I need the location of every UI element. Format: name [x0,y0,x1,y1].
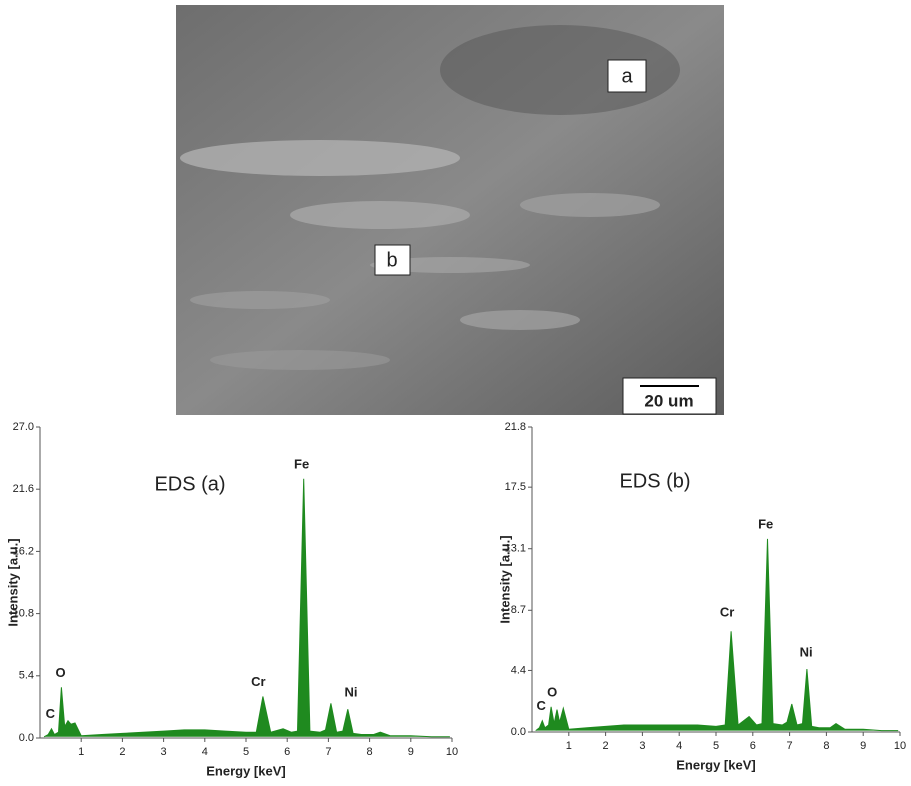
x-tick-label: 5 [713,740,719,752]
y-axis-label: Intensity [a.u.] [5,538,20,626]
y-tick-label: 17.5 [505,481,526,493]
y-tick-label: 21.6 [13,483,34,495]
x-tick-label: 8 [367,746,373,758]
peak-label: Fe [758,516,773,531]
peak-label: C [46,706,56,721]
x-tick-label: 1 [566,740,572,752]
y-tick-label: 4.4 [511,664,526,676]
x-tick-label: 2 [119,746,125,758]
y-tick-label: 5.4 [19,670,34,682]
chart-title: EDS (a) [154,473,225,495]
scale-bar-label: 20 um [644,391,693,410]
x-axis-label: Energy [keV] [676,757,755,772]
spectrum [44,479,450,737]
x-tick-label: 10 [894,740,906,752]
chart-title: EDS (b) [619,470,690,492]
peak-label: Ni [345,685,358,700]
peak-label: Cr [720,605,734,620]
x-tick-label: 2 [603,740,609,752]
y-axis-label: Intensity [a.u.] [497,535,512,623]
peak-label: O [56,665,66,680]
x-tick-label: 10 [446,746,458,758]
region-label: b [386,249,397,271]
x-tick-label: 5 [243,746,249,758]
peak-label: C [537,698,547,713]
x-tick-label: 1 [78,746,84,758]
x-tick-label: 3 [639,740,645,752]
peak-label: Ni [800,644,813,659]
x-tick-label: 9 [860,740,866,752]
peak-label: Fe [294,456,309,471]
y-tick-label: 0.0 [19,732,34,744]
figure-canvas: a b 20 um 0.05.410.816.221.627.012345678… [0,0,911,786]
spectrum [536,539,899,731]
x-tick-label: 7 [325,746,331,758]
y-tick-label: 8.7 [511,604,526,616]
region-label: a [621,65,633,87]
x-tick-label: 6 [750,740,756,752]
y-tick-label: 0.0 [511,726,526,738]
x-tick-label: 4 [676,740,682,752]
figure: a b 20 um 0.05.410.816.221.627.012345678… [0,0,911,786]
x-tick-label: 3 [161,746,167,758]
y-tick-label: 27.0 [13,421,34,433]
x-tick-label: 9 [408,746,414,758]
peak-label: O [547,684,557,699]
peak-label: Cr [251,674,265,689]
x-tick-label: 4 [202,746,208,758]
sem-image: a b 20 um [176,5,724,415]
x-tick-label: 8 [823,740,829,752]
y-tick-label: 21.8 [505,421,526,433]
x-tick-label: 7 [787,740,793,752]
x-axis-label: Energy [keV] [206,763,285,778]
x-tick-label: 6 [284,746,290,758]
